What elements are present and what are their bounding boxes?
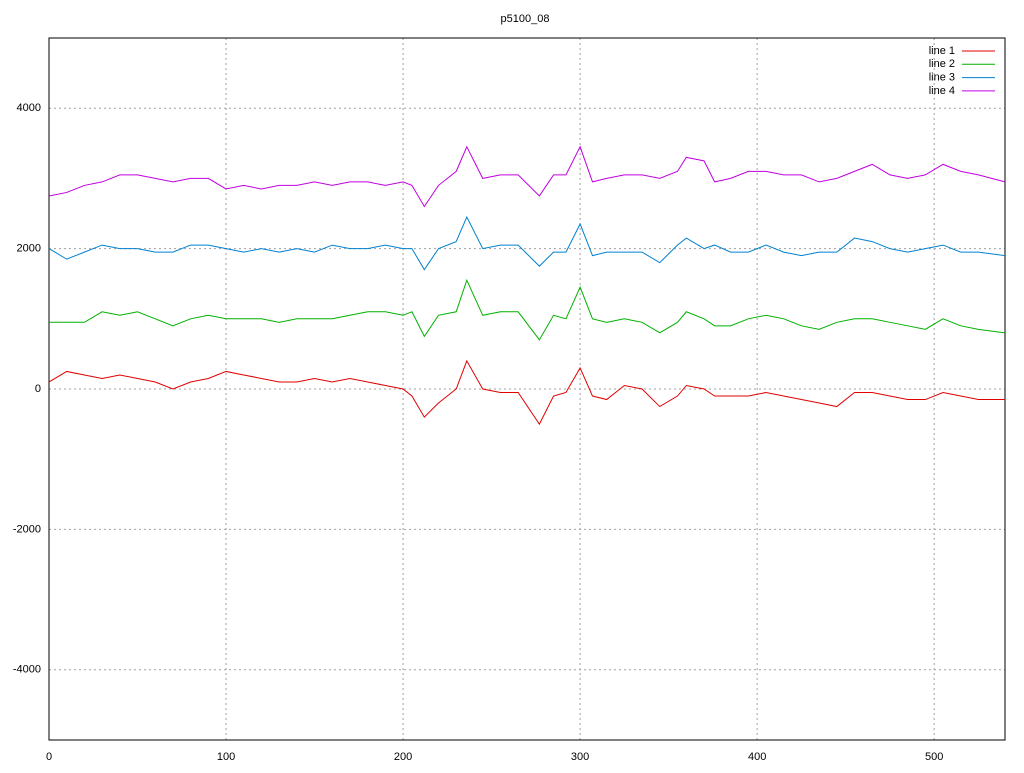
- y-tick-label: 2000: [17, 243, 41, 255]
- x-tick-label: 300: [571, 751, 589, 763]
- data-line: [48, 145, 1006, 208]
- legend-label: line 3: [929, 72, 955, 84]
- legend-label: line 2: [929, 58, 955, 70]
- data-line: [48, 359, 1005, 426]
- data-line: [49, 278, 1006, 341]
- data-line: [48, 215, 1006, 271]
- x-tick-label: 0: [46, 751, 52, 763]
- x-tick-label: 400: [748, 751, 766, 763]
- x-tick-label: 200: [394, 751, 412, 763]
- y-tick-label: -2000: [13, 523, 41, 535]
- legend-label: line 1: [929, 45, 955, 57]
- x-tick-label: 500: [925, 751, 943, 763]
- chart-title: p5100_08: [501, 13, 550, 25]
- plot-border: [48, 37, 1006, 741]
- x-tick-label: 100: [217, 751, 235, 763]
- y-tick-label: 4000: [17, 102, 41, 114]
- y-tick-label: -4000: [13, 664, 41, 676]
- y-tick-label: 0: [35, 383, 41, 395]
- legend-label: line 4: [929, 85, 955, 97]
